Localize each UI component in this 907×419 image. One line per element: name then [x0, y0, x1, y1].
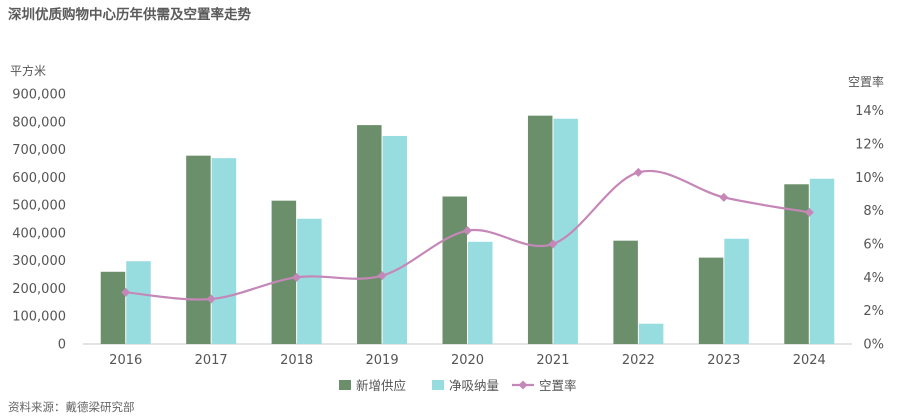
- vacancy-rate-point: [206, 294, 216, 304]
- x-tick-label: 2023: [707, 353, 740, 368]
- bar-net-absorption: [724, 238, 749, 344]
- vacancy-rate-markers: [121, 167, 814, 304]
- left-tick-label: 300,000: [12, 254, 66, 269]
- x-tick-label: 2019: [366, 353, 399, 368]
- right-tick-label: 2%: [863, 304, 884, 319]
- vacancy-rate-point: [292, 272, 302, 282]
- right-axis-unit: 空置率: [848, 74, 884, 89]
- right-tick-label: 14%: [855, 104, 884, 119]
- bar-new-supply: [527, 115, 553, 345]
- legend-swatch-new-supply: [339, 380, 351, 390]
- bar-net-absorption: [211, 158, 237, 344]
- bar-new-supply: [698, 257, 724, 344]
- left-axis-ticks: 0 100,000 200,000 300,000 400,000 500,000 600,…: [12, 88, 66, 353]
- x-tick-label: 2018: [280, 353, 313, 368]
- left-tick-label: 800,000: [12, 115, 66, 130]
- x-tick-label: 2021: [536, 353, 569, 368]
- left-tick-label: 200,000: [12, 282, 66, 297]
- right-tick-label: 0%: [863, 338, 884, 353]
- bar-new-supply: [357, 125, 382, 344]
- bar-net-absorption: [297, 218, 322, 344]
- right-axis-ticks: 0% 2% 4% 6% 8% 10% 12% 14%: [855, 104, 884, 352]
- vacancy-rate-point: [548, 239, 558, 249]
- right-tick-label: 6%: [863, 238, 884, 253]
- bar-new-supply: [271, 200, 297, 344]
- left-tick-label: 700,000: [12, 143, 66, 158]
- legend-label-net-absorption: 净吸纳量: [449, 378, 499, 393]
- left-tick-label: 600,000: [12, 171, 66, 186]
- x-tick-label: 2020: [451, 353, 484, 368]
- vacancy-rate-point: [804, 207, 814, 217]
- right-tick-label: 8%: [863, 204, 884, 219]
- bar-new-supply: [442, 196, 467, 344]
- x-tick-label: 2016: [109, 353, 142, 368]
- vacancy-rate-point: [719, 192, 729, 202]
- left-tick-label: 100,000: [12, 310, 66, 325]
- left-tick-label: 900,000: [12, 88, 66, 103]
- left-axis-unit: 平方米: [10, 63, 46, 78]
- source-note: 资料来源：戴德梁研究部: [8, 400, 135, 414]
- x-tick-label: 2017: [195, 353, 228, 368]
- bar-net-absorption: [382, 135, 408, 344]
- left-tick-label: 400,000: [12, 226, 66, 241]
- legend-marker-vacancy-rate: [518, 380, 528, 390]
- bar-new-supply: [186, 155, 211, 344]
- bar-net-absorption: [638, 323, 664, 344]
- left-tick-label: 0: [58, 338, 66, 353]
- legend: 新增供应 净吸纳量 空置率: [339, 378, 577, 393]
- vacancy-rate-point: [633, 167, 643, 177]
- bar-net-absorption: [553, 118, 578, 344]
- right-tick-label: 4%: [863, 271, 884, 286]
- legend-label-vacancy-rate: 空置率: [539, 378, 577, 393]
- vacancy-rate-point: [121, 287, 131, 297]
- legend-label-new-supply: 新增供应: [356, 378, 406, 393]
- vacancy-rate-point: [377, 271, 387, 281]
- vacancy-rate-point: [463, 226, 472, 236]
- x-tick-label: 2022: [622, 353, 655, 368]
- bar-net-absorption: [126, 261, 151, 344]
- bars: [100, 115, 835, 345]
- legend-swatch-net-absorption: [432, 380, 444, 390]
- x-axis-ticks: 2016 2017 2018 2019 2020 2021 2022 2023 2024: [109, 353, 826, 368]
- right-tick-label: 10%: [855, 171, 884, 186]
- x-tick-label: 2024: [793, 353, 826, 368]
- bar-net-absorption: [468, 241, 493, 344]
- left-tick-label: 500,000: [12, 199, 66, 214]
- bar-new-supply: [613, 240, 638, 344]
- right-tick-label: 12%: [855, 138, 884, 153]
- chart-title: 深圳优质购物中心历年供需及空置率走势: [8, 6, 251, 23]
- bar-new-supply: [100, 271, 126, 344]
- bar-net-absorption: [809, 178, 835, 344]
